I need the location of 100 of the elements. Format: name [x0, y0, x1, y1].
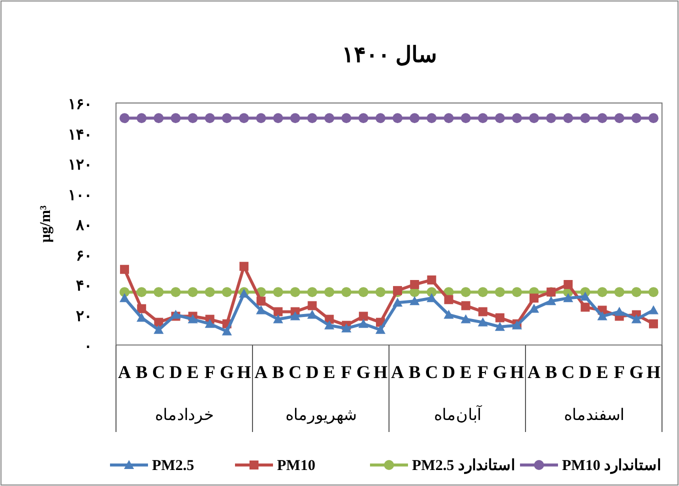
point [222, 287, 232, 298]
y-tick-label: ۴۰ [76, 278, 92, 294]
point [546, 296, 556, 306]
point [580, 302, 590, 312]
point [478, 113, 488, 124]
point [392, 113, 403, 124]
point [512, 113, 522, 124]
x-tick-label: G [629, 362, 644, 382]
x-tick-label: H [373, 362, 388, 382]
point [290, 287, 300, 298]
x-tick-label: A [528, 362, 541, 382]
y-tick-label: ۱۲۰ [68, 158, 92, 174]
y-tick-label: ۱۰۰ [68, 188, 92, 204]
point [444, 295, 454, 304]
legend-label: PM10 [277, 458, 316, 474]
text: خردادماه [154, 407, 214, 424]
point [256, 113, 266, 124]
x-tick-label: F [477, 362, 488, 382]
point [170, 113, 181, 124]
text: آبان‌ماه [434, 404, 483, 424]
point [426, 113, 437, 124]
point [170, 287, 181, 298]
point [375, 287, 386, 298]
point [410, 296, 420, 306]
x-tick-label: D [306, 362, 319, 382]
point [494, 287, 505, 298]
point [648, 305, 658, 314]
point [546, 113, 556, 124]
point [648, 113, 658, 124]
point [290, 311, 300, 320]
point [256, 305, 266, 314]
x-tick-label: E [323, 362, 336, 382]
y-tick-label: ۸۰ [75, 218, 92, 234]
point [256, 296, 266, 306]
point [341, 287, 352, 298]
x-tick-label: B [272, 362, 284, 382]
point [631, 314, 642, 324]
x-tick-label: C [152, 362, 166, 382]
x-tick-label: E [186, 362, 199, 382]
point [461, 301, 470, 310]
y-tick-label: ۲۰ [76, 308, 92, 325]
x-tick-label: B [408, 362, 421, 382]
point [136, 287, 147, 298]
x-tick-label: H [236, 362, 251, 382]
point [358, 318, 368, 328]
point [494, 322, 505, 331]
point [307, 113, 318, 124]
x-tick-label: D [169, 362, 182, 382]
point [324, 320, 334, 330]
text: شهریورماه [285, 407, 356, 424]
y-tick-label: ۰ [84, 339, 92, 355]
point [460, 314, 471, 324]
point [495, 313, 504, 322]
point [563, 293, 574, 302]
point [614, 306, 624, 316]
point [188, 287, 198, 298]
point [238, 113, 249, 124]
point [307, 310, 318, 319]
x-tick-label: D [578, 362, 592, 382]
legend-label: استاندارد PM10 [562, 458, 662, 474]
point [614, 287, 624, 298]
point [597, 113, 608, 124]
x-tick-label: F [614, 362, 625, 382]
point [308, 301, 317, 310]
x-tick-label: C [288, 362, 302, 382]
point [204, 318, 215, 328]
point [530, 294, 539, 303]
x-tick-label: C [562, 362, 575, 382]
point [563, 113, 574, 124]
point [324, 113, 334, 124]
point [120, 113, 130, 124]
point [375, 324, 386, 334]
y-tick-label: ۶۰ [76, 248, 92, 264]
point [274, 307, 283, 316]
point [564, 280, 573, 289]
point [222, 113, 232, 124]
point [154, 287, 164, 298]
point [580, 113, 590, 124]
point [222, 326, 232, 336]
x-tick-label: B [545, 362, 558, 382]
point [204, 287, 215, 298]
point [494, 113, 505, 124]
point [154, 324, 164, 334]
point [478, 287, 488, 298]
point [648, 319, 658, 328]
point [460, 287, 471, 298]
x-tick-label: H [510, 362, 524, 382]
point [392, 298, 403, 307]
x-tick-label: C [425, 362, 438, 382]
point [410, 113, 420, 124]
point [597, 311, 608, 320]
y-axis-title: µg/m³ [38, 204, 54, 243]
legend-label: PM2.5 [152, 458, 194, 474]
point [188, 314, 198, 324]
x-tick-label: A [391, 362, 404, 382]
point [444, 310, 454, 319]
point [427, 275, 436, 284]
point [631, 113, 642, 124]
point [341, 323, 352, 332]
x-tick-label: G [220, 362, 234, 382]
